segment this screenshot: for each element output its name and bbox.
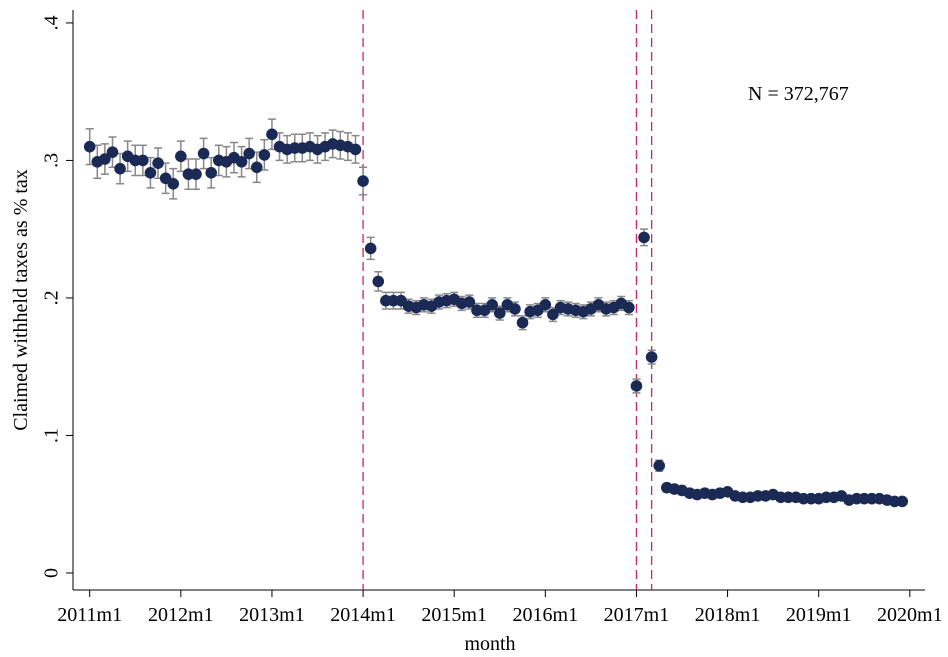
x-tick-label: 2018m1 xyxy=(695,604,761,626)
x-tick-label: 2011m1 xyxy=(57,604,122,626)
marker xyxy=(486,299,498,311)
marker xyxy=(83,140,96,153)
y-tick-label: .1 xyxy=(41,428,63,443)
marker xyxy=(645,351,658,363)
marker xyxy=(349,143,362,156)
x-tick-label: 2014m1 xyxy=(330,604,396,626)
marker xyxy=(509,303,521,315)
annotation: N = 372,767 xyxy=(748,83,849,105)
marker xyxy=(653,459,666,472)
marker xyxy=(243,147,255,160)
marker xyxy=(175,150,187,163)
marker xyxy=(516,316,529,329)
y-axis-title: Claimed withheld taxes as % tax xyxy=(10,169,32,431)
y-tick-label: .3 xyxy=(41,153,63,168)
marker xyxy=(463,296,476,308)
marker xyxy=(144,167,157,179)
y-tick-label: 0 xyxy=(41,568,63,578)
marker xyxy=(205,167,218,179)
marker xyxy=(258,149,271,161)
marker xyxy=(493,307,506,319)
marker xyxy=(539,299,552,311)
marker xyxy=(372,275,385,288)
marker xyxy=(99,153,111,165)
marker xyxy=(197,147,210,160)
marker xyxy=(152,157,164,169)
x-tick-label: 2016m1 xyxy=(513,604,579,626)
marker xyxy=(167,178,180,190)
x-tick-label: 2012m1 xyxy=(148,604,214,626)
marker xyxy=(896,495,909,508)
x-tick-label: 2015m1 xyxy=(421,604,487,626)
x-tick-label: 2019m1 xyxy=(786,604,852,626)
marker xyxy=(114,162,126,175)
x-tick-label: 2013m1 xyxy=(239,604,305,626)
marker xyxy=(630,380,643,392)
marker xyxy=(266,128,278,141)
marker xyxy=(190,168,202,180)
x-tick-label: 2017m1 xyxy=(604,604,670,626)
marker xyxy=(137,154,149,167)
y-tick-label: .4 xyxy=(41,15,63,30)
marker xyxy=(638,231,650,244)
x-tick-label: 2020m1 xyxy=(877,604,943,626)
marker xyxy=(235,156,248,168)
marker xyxy=(547,308,559,321)
marker xyxy=(357,175,369,187)
x-axis-title: month xyxy=(464,633,515,655)
marker xyxy=(250,161,263,174)
marker xyxy=(106,146,119,158)
marker xyxy=(364,242,377,255)
marker xyxy=(623,301,635,314)
y-tick-label: .2 xyxy=(41,290,63,305)
